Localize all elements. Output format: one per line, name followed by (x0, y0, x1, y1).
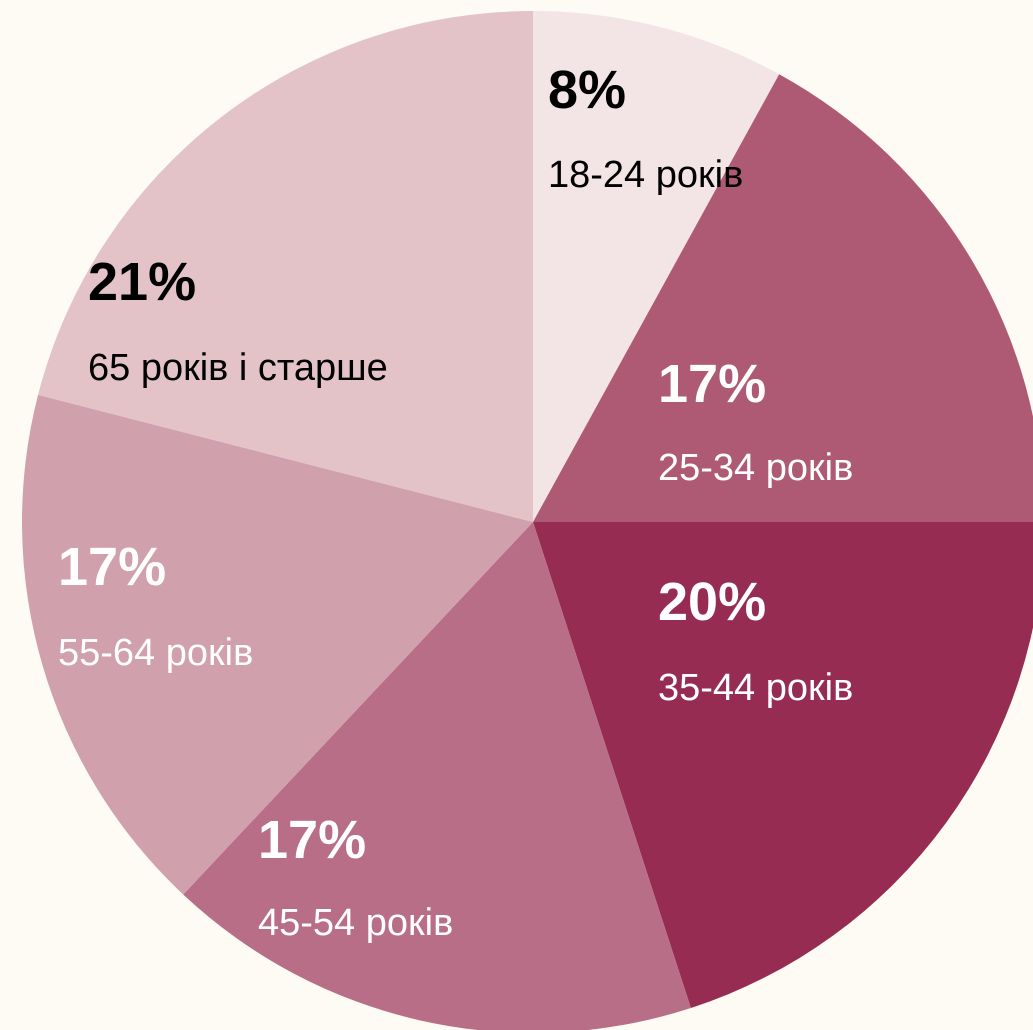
slice-category-label: 45-54 років (258, 902, 453, 944)
slice-value-label: 8% (548, 60, 626, 120)
pie-slice (183, 522, 691, 1030)
slice-category-label: 18-24 років (548, 154, 743, 196)
slice-category-label: 55-64 років (58, 632, 253, 674)
pie-slice (22, 394, 533, 895)
pie-slice (533, 74, 1033, 522)
slice-value-label: 17% (58, 537, 166, 597)
slice-value-label: 21% (88, 252, 196, 312)
slice-category-label: 25-34 років (658, 447, 853, 489)
pie-slice (533, 11, 780, 522)
slice-category-label: 35-44 років (658, 667, 853, 709)
slice-value-label: 20% (658, 572, 766, 632)
slice-value-label: 17% (258, 810, 366, 870)
slice-category-label: 65 років і старше (88, 347, 388, 389)
pie-slice (533, 522, 1033, 1008)
pie-slice (38, 11, 533, 522)
slice-value-label: 17% (658, 354, 766, 414)
